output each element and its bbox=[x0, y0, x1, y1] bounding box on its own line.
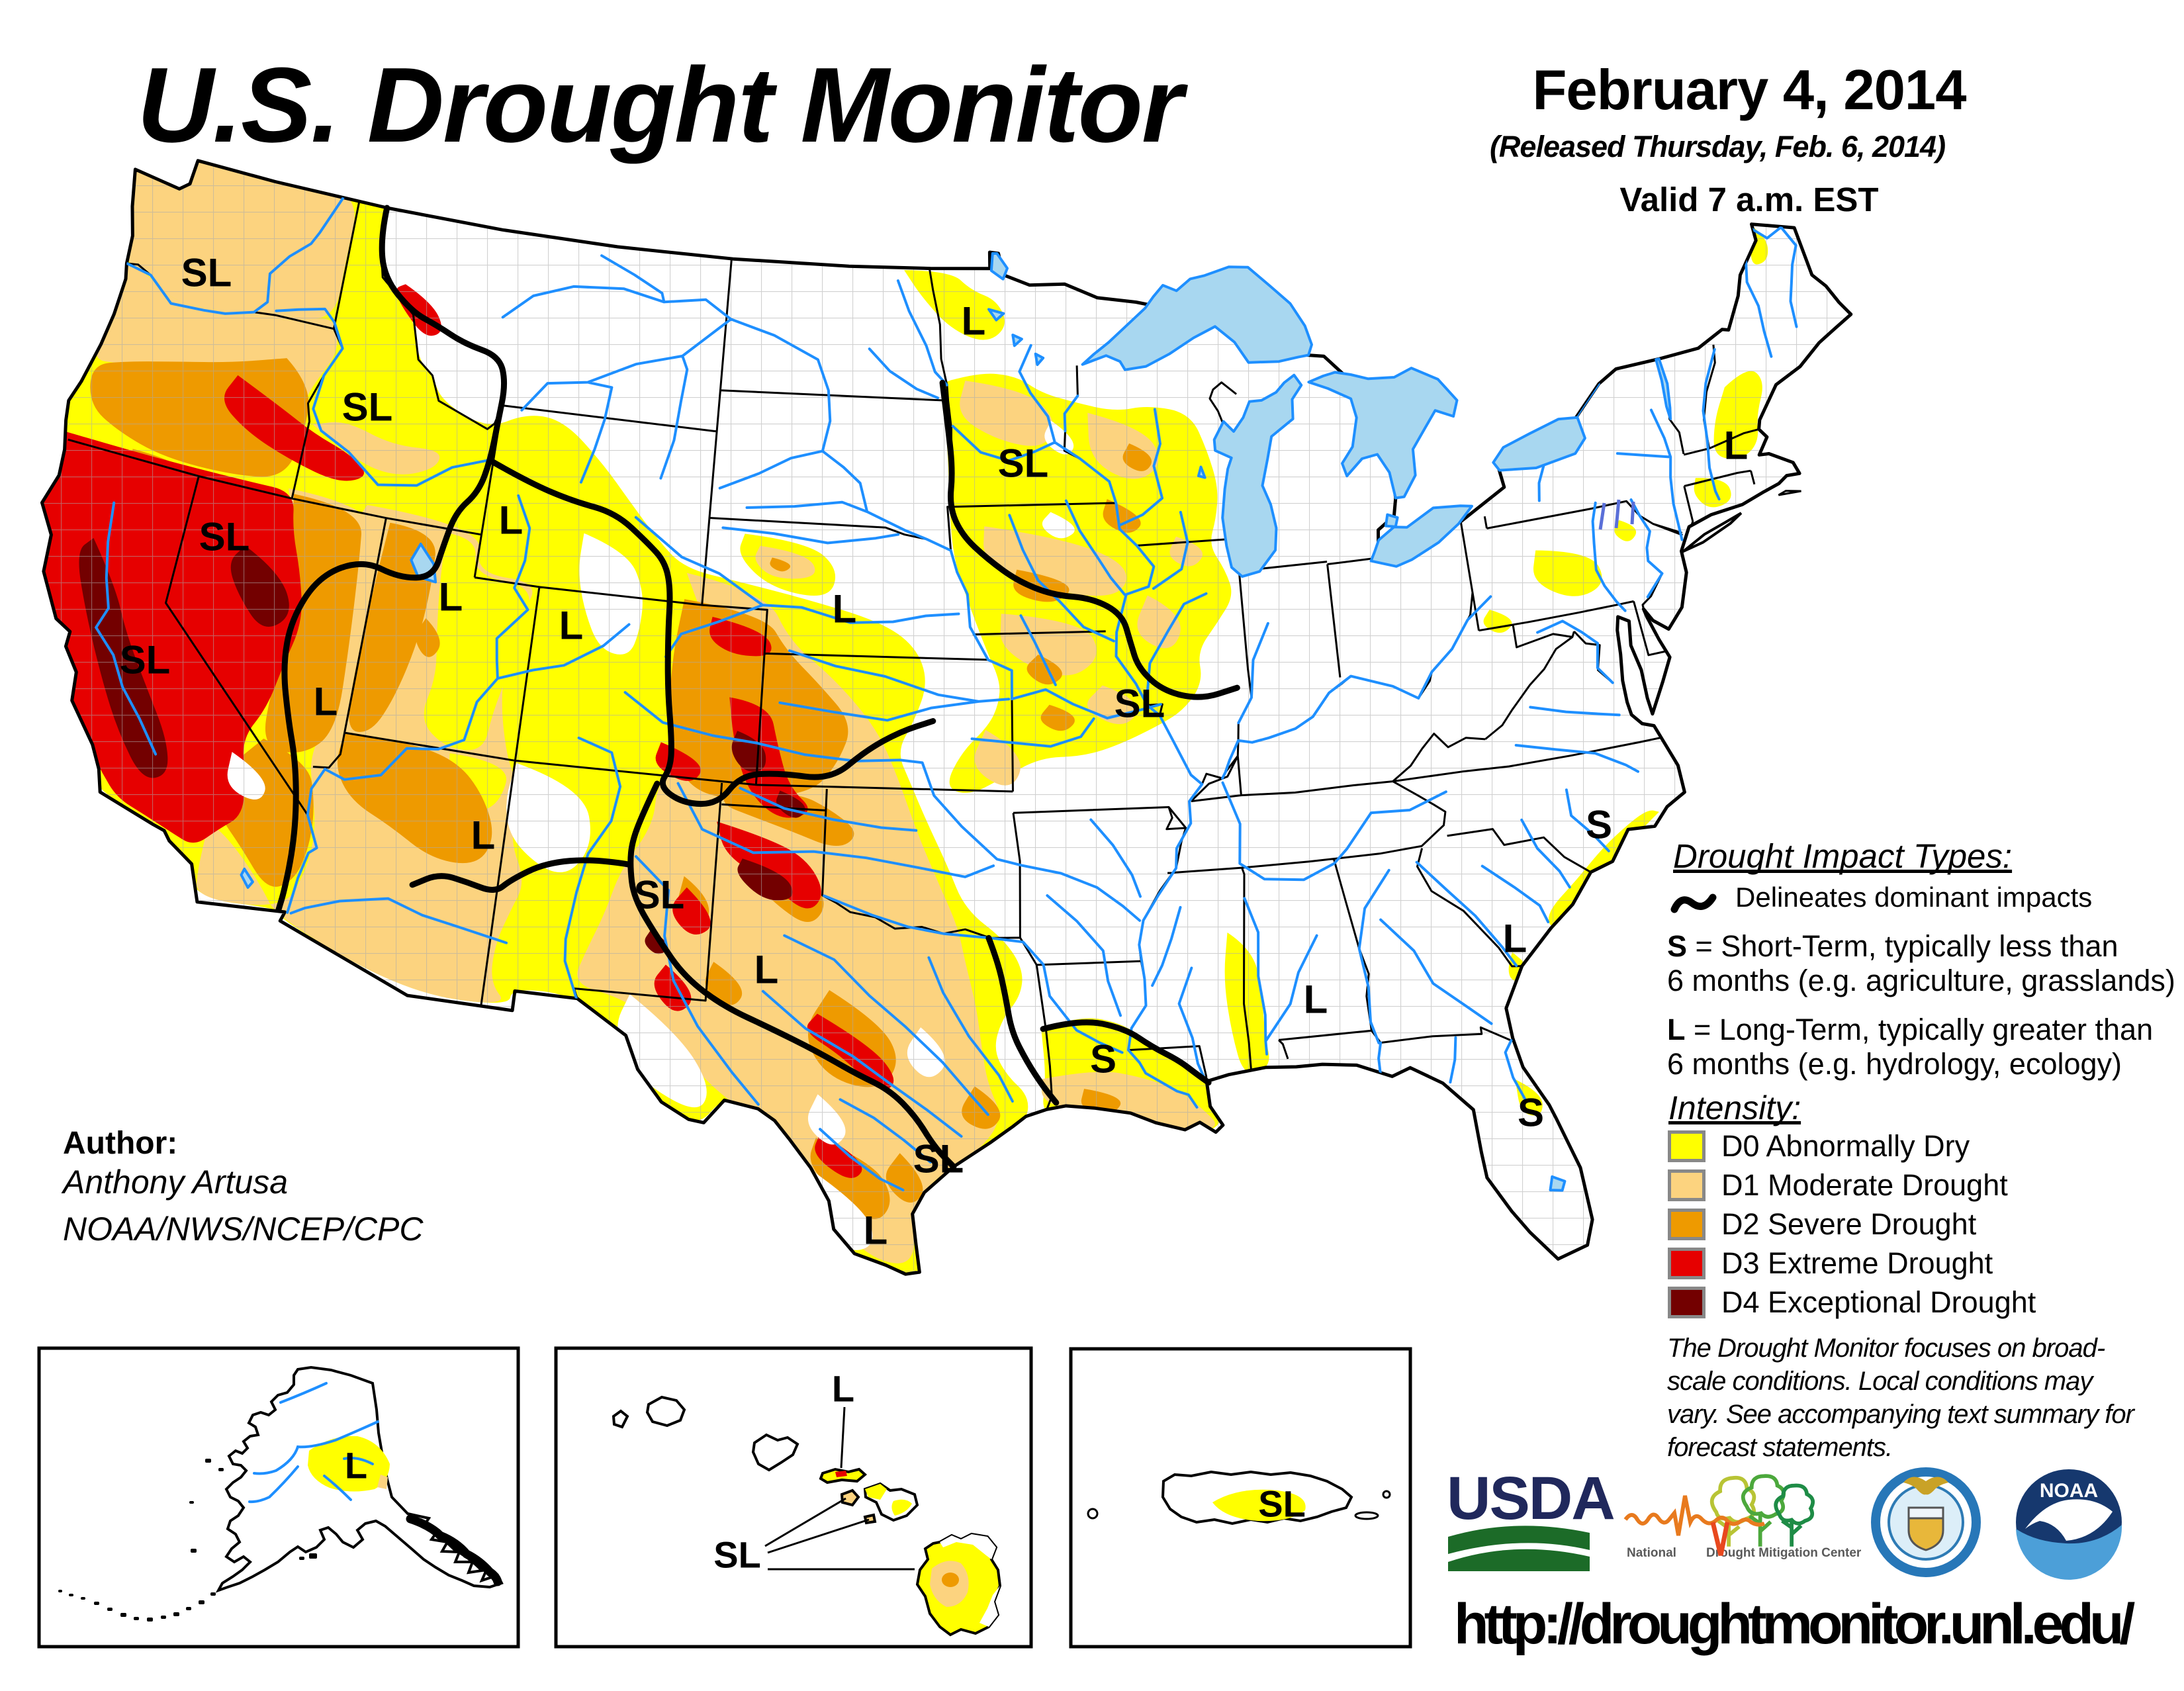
svg-text:L: L bbox=[471, 813, 496, 858]
svg-text:L: L bbox=[1304, 978, 1328, 1022]
svg-text:L: L bbox=[1503, 917, 1527, 961]
svg-text:Drought Mitigation Center: Drought Mitigation Center bbox=[1706, 1546, 1862, 1560]
svg-text:L: L bbox=[1724, 424, 1749, 468]
svg-text:L: L bbox=[559, 604, 584, 648]
svg-text:S: S bbox=[1090, 1037, 1116, 1081]
svg-text:L: L bbox=[314, 680, 338, 724]
svg-text:S: S bbox=[1586, 803, 1612, 847]
svg-text:L: L bbox=[754, 948, 779, 992]
svg-text:NOAA: NOAA bbox=[2040, 1480, 2098, 1502]
svg-text:L: L bbox=[832, 1368, 854, 1410]
svg-text:L: L bbox=[962, 299, 986, 343]
svg-text:L: L bbox=[345, 1445, 367, 1486]
svg-text:SL: SL bbox=[713, 1534, 761, 1576]
svg-text:L: L bbox=[499, 498, 523, 543]
svg-text:National: National bbox=[1627, 1546, 1676, 1560]
svg-text:SL: SL bbox=[998, 441, 1049, 486]
svg-text:SL: SL bbox=[181, 251, 232, 295]
svg-text:SL: SL bbox=[120, 638, 171, 682]
svg-text:L: L bbox=[864, 1209, 888, 1253]
svg-text:USDA: USDA bbox=[1447, 1465, 1614, 1532]
svg-text:S: S bbox=[1518, 1091, 1544, 1135]
svg-text:SL: SL bbox=[199, 515, 250, 559]
svg-text:L: L bbox=[439, 575, 463, 619]
svg-text:SL: SL bbox=[342, 385, 393, 430]
svg-text:SL: SL bbox=[1258, 1483, 1306, 1525]
svg-text:SL: SL bbox=[1115, 682, 1165, 726]
svg-text:SL: SL bbox=[913, 1137, 964, 1181]
svg-text:L: L bbox=[833, 587, 857, 631]
svg-text:SL: SL bbox=[634, 873, 685, 917]
